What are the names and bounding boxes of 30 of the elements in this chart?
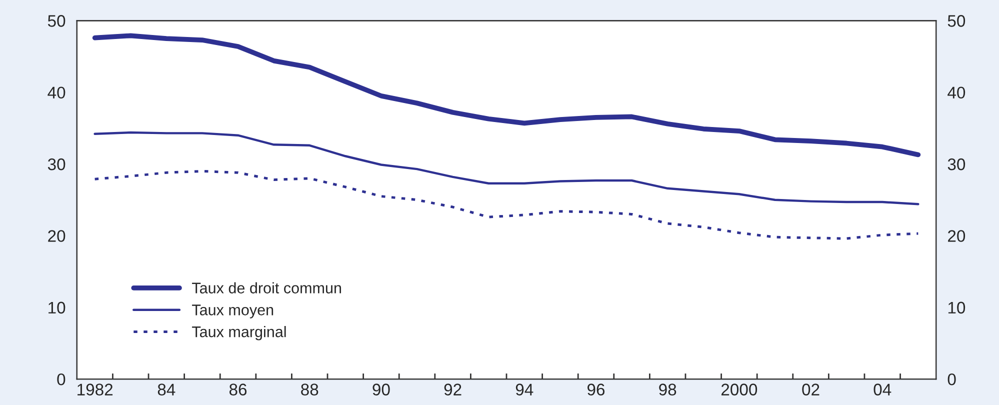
x-tick-label: 90 — [372, 384, 390, 396]
x-tick-label: 2000 — [721, 384, 758, 396]
y2-tick-label: 30 — [948, 158, 966, 170]
y-tick-label: 0 — [57, 373, 66, 386]
y-tick-label: 20 — [48, 230, 66, 242]
y2-tick-label: 0 — [948, 373, 956, 386]
x-tick-label: 04 — [874, 384, 892, 396]
x-tick-label: 1982 — [78, 384, 113, 396]
y2-tick-label: 20 — [948, 230, 966, 242]
x-tick-label: 84 — [158, 384, 176, 396]
x-tick-label: 98 — [659, 384, 676, 396]
y-tick-label: 30 — [48, 158, 66, 170]
legend-label: Taux marginal — [192, 326, 286, 340]
y2-tick-label: 40 — [948, 86, 966, 99]
legend-label: Taux moyen — [192, 304, 274, 318]
x-tick-label: 96 — [588, 384, 605, 396]
x-tick-label: 86 — [229, 384, 247, 396]
x-tick-label: 94 — [516, 384, 534, 396]
line-series — [94, 170, 920, 240]
y2-tick-label: 50 — [948, 15, 966, 27]
y-tick-label: 40 — [48, 86, 66, 99]
line-series — [94, 131, 920, 206]
x-tick-label: 92 — [444, 384, 462, 396]
legend-label: Taux de droit commun — [192, 282, 341, 294]
x-tick-label: 02 — [802, 384, 820, 396]
y-tick-label: 50 — [48, 15, 66, 27]
y-tick-label: 10 — [48, 302, 66, 314]
y2-tick-label: 10 — [948, 302, 966, 314]
line-series — [92, 33, 921, 158]
x-tick-label: 88 — [301, 384, 318, 396]
